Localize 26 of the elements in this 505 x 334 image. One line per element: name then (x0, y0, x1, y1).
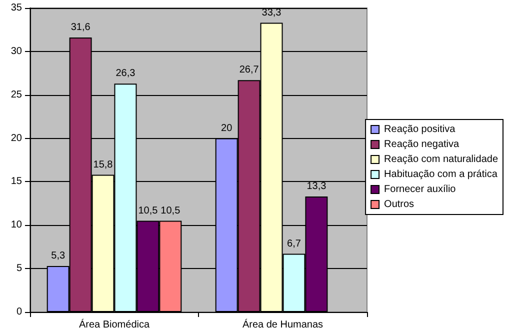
legend-label: Outros (384, 199, 414, 210)
data-label: 26,3 (116, 68, 136, 80)
y-tick-label: 25 (10, 89, 22, 100)
legend-label: Reação com naturalidade (384, 154, 498, 165)
y-tick-label: 5 (16, 263, 22, 274)
y-tick-label: 30 (10, 46, 22, 57)
data-label: 20 (221, 122, 233, 134)
x-tick-label: Área de Humanas (242, 318, 324, 330)
data-label: 26,7 (239, 64, 260, 76)
data-label: 15,8 (93, 159, 114, 170)
y-tick-label: 20 (10, 132, 22, 144)
x-tick-label: Área Biomédica (78, 318, 150, 330)
data-label: 10,5 (138, 205, 158, 216)
y-tick-label: 0 (16, 306, 22, 318)
y-tick-label: 35 (10, 2, 22, 14)
data-label: 6,7 (287, 238, 302, 250)
legend-label: Fornecer auxílio (384, 184, 456, 195)
data-label: 5,3 (51, 250, 66, 262)
y-tick-label: 10 (10, 220, 22, 231)
legend-label: Habituação com a prática (384, 169, 498, 180)
data-label: 10,5 (160, 205, 181, 216)
legend-label: Reação positiva (384, 124, 456, 135)
legend-label: Reação negativa (384, 139, 460, 150)
data-label: 13,3 (306, 180, 327, 192)
data-label: 31,6 (70, 22, 91, 34)
y-tick-label: 15 (10, 176, 22, 188)
